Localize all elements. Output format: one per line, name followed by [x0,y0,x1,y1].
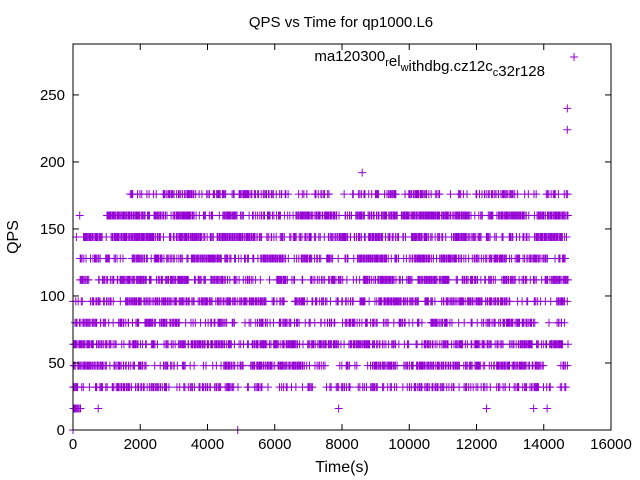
data-point [76,404,85,413]
data-point [142,361,151,370]
x-tick-label: 8000 [325,436,358,453]
data-point [263,383,272,392]
x-tick-label: 14000 [523,436,565,453]
data-point [543,404,552,413]
data-point [340,190,349,199]
data-point [447,318,456,327]
x-tick-label: 6000 [258,436,291,453]
y-tick-label: 200 [40,154,65,171]
data-point [334,404,343,413]
y-tick-label: 100 [40,288,65,305]
data-point [529,404,538,413]
data-point [208,211,217,220]
data-point [152,190,161,199]
data-point [435,190,444,199]
y-axis-label: QPS [5,220,22,254]
data-point [532,190,541,199]
data-point [349,297,358,306]
data-point [444,275,453,284]
data-point [505,297,514,306]
data-point [320,361,329,370]
data-point [280,297,289,306]
legend: ma120300relwithdbg.cz12cc32r128 [314,48,578,80]
data-point [561,254,570,263]
data-point [164,383,173,392]
data-point [230,318,239,327]
x-tick-label: 12000 [456,436,498,453]
y-tick-label: 150 [40,221,65,238]
data-point [358,168,367,177]
x-axis-label: Time(s) [315,459,369,476]
data-point [430,297,439,306]
data-point [308,383,317,392]
data-point [284,190,293,199]
x-tick-label: 16000 [590,436,632,453]
data-point [393,361,402,370]
data-point [463,190,472,199]
data-point [564,340,573,349]
data-point [482,404,491,413]
x-tick-label: 2000 [124,436,157,453]
data-point [563,211,572,220]
data-point [84,275,93,284]
x-tick-label: 4000 [191,436,224,453]
data-point [404,340,413,349]
y-tick-label: 50 [48,355,65,372]
data-point [446,190,455,199]
data-point [119,254,128,263]
legend-marker-icon [570,53,578,61]
data-point [72,233,81,241]
data-point [234,383,243,392]
data-point [560,318,569,327]
data-point [202,361,211,370]
data-point [256,275,265,284]
x-tick-label: 10000 [388,436,430,453]
data-point [302,190,311,199]
chart-title: QPS vs Time for qp1000.L6 [249,14,433,31]
data-point [330,318,339,327]
data-point [561,383,570,392]
data-point [298,275,307,284]
data-point [539,361,548,370]
y-tick-label: 0 [57,422,65,439]
data-point [290,275,299,284]
data-point [563,125,572,134]
data-point [417,318,426,327]
data-point [109,297,118,306]
data-point [265,275,274,284]
data-point [499,340,507,349]
data-point [546,383,555,392]
data-point [352,361,361,370]
data-point [334,254,343,263]
data-point [324,190,333,199]
data-point [513,190,522,199]
legend-label: ma120300relwithdbg.cz12cc32r128 [314,48,545,80]
data-point [563,361,572,370]
data-point [562,233,571,241]
data-point [563,275,572,284]
data-point [190,361,199,370]
data-point [94,404,103,413]
data-point [544,318,553,327]
data-point [75,211,84,220]
data-point [345,383,354,392]
axes: 0 2000 4000 6000 8000 10000 12000 14000 16000 0 50… [40,43,632,453]
data-point [78,297,87,306]
data-point [563,297,572,306]
data-point [563,190,572,199]
y-tick-label: 250 [40,87,65,104]
data-point [239,361,248,370]
data-point [530,318,539,327]
data-point [391,190,400,199]
data-point [153,340,162,349]
x-tick-label: 0 [69,436,77,453]
data-point [543,254,552,263]
data-point [563,104,572,113]
data-point [460,318,469,327]
data-points [69,104,573,434]
